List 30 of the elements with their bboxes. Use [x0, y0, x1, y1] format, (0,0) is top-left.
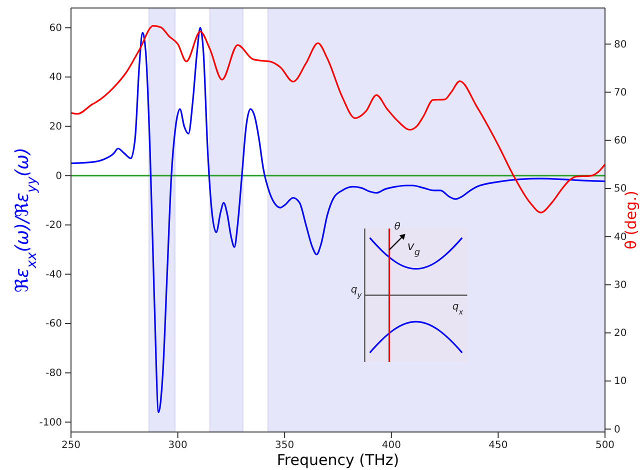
annotation: q$_{y}$ — [350, 284, 362, 299]
y-tick-label: 40 — [49, 72, 62, 84]
annotation: θ — [394, 221, 400, 232]
x-tick-label: 400 — [382, 440, 401, 452]
x-axis-title: Frequency (THz) — [276, 451, 400, 469]
y-tick-label: 0 — [56, 170, 62, 182]
y-tick-label: 60 — [49, 22, 62, 34]
y2-tick-label: 60 — [614, 136, 627, 147]
x-tick-label: 300 — [168, 440, 188, 452]
line-series — [70, 25, 606, 214]
y-tick-label: -60 — [46, 318, 62, 330]
y2-tick-label: 10 — [614, 376, 627, 388]
y-tick-label: -80 — [46, 368, 62, 380]
y2-tick-label: 70 — [614, 87, 627, 98]
y2-tick-label: 20 — [614, 328, 627, 340]
annotation: v$_{g}$ — [407, 238, 420, 258]
y2-tick-label: 80 — [614, 39, 627, 50]
y-tick-label: -100 — [39, 417, 62, 428]
y-tick-label: -20 — [46, 220, 62, 232]
x-tick-label: 450 — [488, 440, 508, 452]
y-tick-label: 20 — [49, 122, 62, 133]
line-series — [70, 26, 606, 414]
y2-tick-label: 0 — [614, 424, 620, 436]
x-tick-label: 350 — [275, 440, 294, 452]
x-tick-label: 500 — [595, 440, 615, 452]
x-tick-label: 250 — [61, 440, 81, 452]
y-tick-label: -40 — [46, 269, 62, 280]
annotation: q$_{x}$ — [452, 301, 464, 316]
y2-tick-label: 30 — [614, 280, 627, 291]
y2-tick-label: 40 — [614, 232, 627, 243]
